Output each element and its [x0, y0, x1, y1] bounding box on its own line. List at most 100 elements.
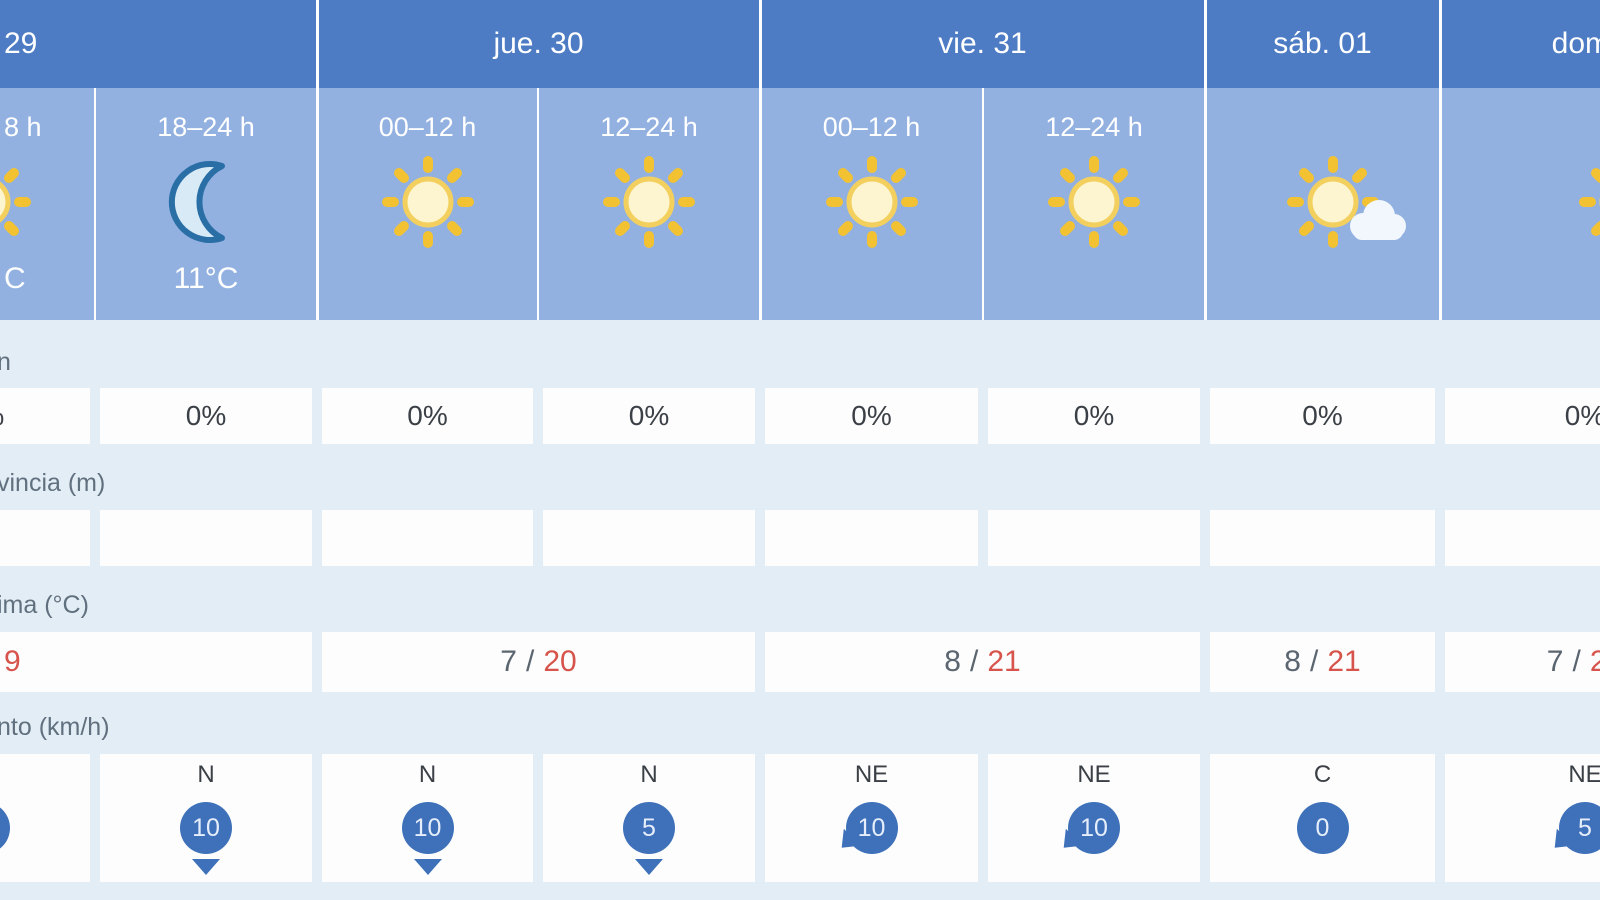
- wind-speed-badge: 10: [180, 802, 232, 854]
- period-thu-12-24: 12–24 h: [538, 88, 760, 320]
- period-sun: [1440, 88, 1600, 320]
- snow-cell: [1445, 510, 1600, 566]
- sun-icon: [378, 152, 478, 252]
- day-header-fri31: vie. 31: [760, 0, 1205, 88]
- wind-direction: NE: [1077, 761, 1111, 788]
- wind-row-label: nto (km/h): [0, 713, 110, 741]
- precip-value: 0%: [851, 400, 892, 431]
- time-range-label: 12–24 h: [1045, 112, 1143, 142]
- wind-speed-badge: 0: [1296, 802, 1349, 854]
- snow-cell: [988, 510, 1200, 566]
- sun-cloud-icon: [1283, 152, 1413, 252]
- temp-separator: /: [1309, 645, 1319, 678]
- wind-direction: N: [640, 761, 658, 788]
- wind-direction: C: [1313, 761, 1332, 788]
- temp-cell: 7/20: [322, 632, 755, 692]
- time-range-label: 8 h: [4, 112, 42, 142]
- max-temp: 9: [4, 645, 21, 678]
- snow-cell: [765, 510, 978, 566]
- day-label: dom.: [1551, 27, 1600, 60]
- period-thu-00-12: 00–12 h: [317, 88, 538, 320]
- wind-arrow-south-icon: [635, 859, 663, 875]
- wind-speed-badge: 5: [623, 802, 675, 854]
- time-range-label: 18–24 h: [157, 112, 255, 142]
- precip-value: 0%: [1302, 400, 1343, 431]
- wind-speed-badge: 10: [845, 802, 898, 854]
- precip-value: 0%: [407, 400, 448, 431]
- wind-cell: [0, 754, 90, 882]
- max-temp: 20: [543, 645, 577, 678]
- wind-cell: C 0: [1210, 754, 1435, 882]
- temp-separator: /: [1572, 645, 1581, 678]
- snow-cell: [100, 510, 312, 566]
- max-temp: 21: [1589, 645, 1600, 678]
- wind-direction: NE: [1568, 761, 1600, 788]
- day-header-band: [0, 0, 1600, 88]
- wind-direction: N: [418, 761, 437, 788]
- period-temp: C: [4, 262, 26, 295]
- wind-arrow-south-icon: [413, 859, 442, 875]
- wind-cell: N 10: [322, 754, 533, 882]
- min-temp: 7: [1546, 645, 1564, 678]
- min-temp: 7: [500, 645, 517, 678]
- day-header-wed29: 29: [0, 0, 317, 88]
- snow-level-row-label: vincia (m): [0, 469, 106, 497]
- precip-value: 0%: [628, 400, 670, 431]
- wind-arrow-south-icon: [192, 859, 220, 875]
- period-fri-12-24: 12–24 h: [983, 88, 1205, 320]
- wind-cell: NE 10: [765, 754, 978, 882]
- day-header-sat01: sáb. 01: [1205, 0, 1440, 88]
- precip-value: 0%: [0, 400, 4, 432]
- precip-cell: 0%: [988, 388, 1200, 444]
- min-temp: 8: [1284, 645, 1301, 678]
- snow-cell: [322, 510, 533, 566]
- wind-speed-badge: 10: [1068, 802, 1120, 854]
- subcolumn-divider: [94, 88, 96, 320]
- sun-icon: [822, 152, 922, 252]
- precip-value: 0%: [1564, 400, 1600, 431]
- period-18-24: 18–24 h 11°C: [95, 88, 317, 320]
- time-range-label: 00–12 h: [822, 112, 921, 142]
- sun-icon: [1575, 152, 1600, 252]
- max-temp: 21: [1327, 645, 1361, 678]
- day-label: sáb. 01: [1273, 27, 1372, 60]
- precip-cell: 0%: [322, 388, 533, 444]
- wind-cell: NE 5: [1445, 754, 1600, 882]
- column-divider: [316, 0, 319, 320]
- sun-icon: [599, 152, 699, 252]
- temp-separator: /: [969, 645, 979, 678]
- column-divider: [759, 0, 762, 320]
- temperature-row-label: ima (°C): [0, 591, 89, 619]
- temp-cell: 9: [0, 632, 312, 692]
- temp-cell: 7/21: [1445, 632, 1600, 692]
- snow-cell: [1210, 510, 1435, 566]
- min-temp: 8: [944, 645, 961, 678]
- wind-speed-badge: [0, 802, 10, 854]
- snow-cell: [0, 510, 90, 566]
- day-header-thu30: jue. 30: [317, 0, 760, 88]
- day-label: jue. 30: [493, 27, 584, 60]
- wind-direction: N: [197, 761, 215, 788]
- time-range-label: 00–12 h: [378, 112, 477, 142]
- wind-speed-badge: 10: [401, 802, 454, 854]
- temp-cell: 8/21: [765, 632, 1200, 692]
- subcolumn-divider: [982, 88, 984, 320]
- period-fri-00-12: 00–12 h: [760, 88, 983, 320]
- precip-value: 0%: [185, 400, 227, 431]
- column-divider: [1439, 0, 1442, 320]
- snow-cell: [543, 510, 755, 566]
- precip-cell: 0%: [543, 388, 755, 444]
- precip-cell: 0%: [1445, 388, 1600, 444]
- wind-direction: NE: [854, 761, 889, 788]
- period-12-18: 8 h C: [0, 88, 95, 320]
- day-header-sun02: dom.: [1440, 0, 1600, 88]
- subcolumn-divider: [537, 88, 539, 320]
- wind-cell: N 5: [543, 754, 755, 882]
- day-label: 29: [4, 27, 38, 60]
- max-temp: 21: [987, 645, 1021, 678]
- precip-cell: 0%: [0, 388, 90, 444]
- precip-cell: 0%: [1210, 388, 1435, 444]
- precip-cell: 0%: [765, 388, 978, 444]
- column-divider: [1204, 0, 1207, 320]
